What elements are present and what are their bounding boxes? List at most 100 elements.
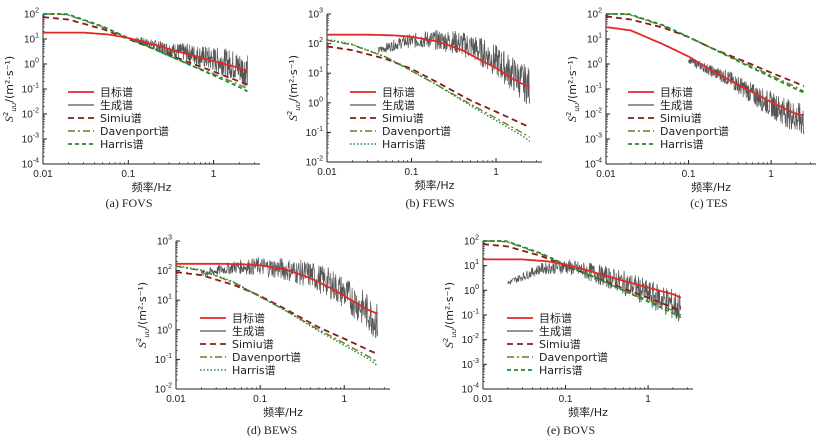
x-tick-label: 0.1	[559, 394, 573, 405]
y-tick-label: 10-1	[306, 126, 323, 139]
y-tick-label: 10-3	[462, 358, 479, 371]
y-tick-label: 103	[308, 8, 323, 21]
x-axis-label: 频率/Hz	[263, 405, 303, 419]
series-line-davenport	[606, 13, 805, 93]
legend-label: 目标谱	[232, 311, 265, 325]
legend-label: Simiu谱	[232, 337, 274, 351]
y-tick-label: 102	[587, 8, 602, 21]
y-tick-label: 101	[157, 294, 172, 307]
series-line-target	[605, 26, 805, 116]
series-line-generated	[134, 36, 248, 87]
series-line-target	[176, 262, 379, 315]
legend-label: Simiu谱	[539, 337, 581, 351]
y-tick-label: 10-3	[22, 133, 39, 146]
series-line-target	[483, 258, 682, 299]
y-tick-label: 103	[157, 235, 172, 248]
x-tick-label: 0.01	[33, 169, 53, 180]
x-axis-label: 频率/Hz	[132, 180, 172, 194]
x-tick-label: 0.01	[473, 394, 493, 405]
x-tick-label: 0.1	[253, 394, 267, 405]
caption-bovs: (e) BOVS	[546, 423, 596, 437]
series-line-harris	[43, 13, 248, 93]
series-line-davenport	[175, 265, 379, 363]
y-axis-label: S2uu/(m²·s⁻¹)	[286, 55, 302, 121]
legend-label: 目标谱	[660, 85, 693, 99]
legend-label: Davenport谱	[660, 124, 729, 138]
series-line-harris_dot	[175, 264, 379, 367]
y-tick-label: 101	[464, 259, 479, 272]
x-tick-label: 1	[341, 394, 347, 405]
caption-fovs: (a) FOVS	[105, 196, 153, 210]
series-line-generated	[688, 57, 805, 135]
y-tick-label: 102	[464, 235, 479, 248]
legend-label: Davenport谱	[100, 124, 169, 138]
y-tick-label: 102	[24, 8, 39, 21]
y-tick-label: 10-1	[462, 309, 479, 322]
series-line-davenport	[43, 13, 248, 90]
y-tick-label: 10-3	[585, 133, 602, 146]
x-tick-label: 1	[211, 169, 217, 180]
legend-label: Davenport谱	[382, 124, 451, 138]
legend-label: 目标谱	[382, 85, 415, 99]
legend-label: Simiu谱	[100, 111, 142, 125]
x-tick-label: 0.1	[121, 169, 135, 180]
series-line-simiu	[175, 271, 379, 356]
legend-label: Simiu谱	[382, 111, 424, 125]
legend-label: Harris谱	[100, 137, 144, 151]
legend-label: Harris谱	[660, 137, 704, 151]
y-tick-label: 10-2	[22, 108, 39, 121]
legend-label: Harris谱	[539, 363, 583, 377]
caption-tes: (c) TES	[690, 196, 728, 210]
legend-label: Harris谱	[232, 363, 276, 377]
y-tick-label: 100	[308, 96, 323, 109]
y-tick-label: 101	[587, 33, 602, 46]
y-tick-label: 10-2	[462, 333, 479, 346]
y-tick-label: 102	[308, 37, 323, 50]
x-tick-label: 0.01	[317, 167, 337, 178]
series-line-generated	[200, 256, 379, 338]
legend-label: 生成谱	[539, 324, 572, 338]
y-tick-label: 100	[587, 58, 602, 71]
series-line-simiu	[605, 15, 805, 88]
legend-label: 目标谱	[539, 311, 572, 325]
series-line-target	[327, 33, 531, 88]
legend-label: Davenport谱	[539, 350, 608, 364]
y-tick-label: 10-1	[22, 83, 39, 96]
caption-bews: (d) BEWS	[246, 423, 298, 437]
y-axis-label: S2uu/(m²·s⁻¹)	[135, 282, 151, 348]
y-axis-label: S2uu/(m²·s⁻¹)	[2, 56, 18, 122]
x-tick-label: 0.01	[596, 169, 616, 180]
y-tick-label: 100	[157, 323, 172, 336]
legend-label: 目标谱	[100, 85, 133, 99]
series-line-harris	[483, 240, 682, 319]
y-tick-label: 10-1	[155, 353, 172, 366]
caption-fews: (b) FEWS	[405, 196, 455, 210]
y-tick-label: 10-2	[585, 108, 602, 121]
legend-label: Harris谱	[382, 137, 426, 151]
x-tick-label: 0.01	[166, 394, 186, 405]
x-tick-label: 1	[493, 167, 499, 178]
legend-label: 生成谱	[232, 324, 265, 338]
x-tick-label: 0.1	[405, 167, 419, 178]
y-tick-label: 10-1	[585, 83, 602, 96]
series-line-simiu	[42, 16, 248, 86]
legend-label: 生成谱	[100, 98, 133, 112]
x-axis-label: 频率/Hz	[568, 405, 608, 419]
y-tick-label: 102	[157, 264, 172, 277]
y-tick-label: 100	[24, 58, 39, 71]
series-line-harris	[606, 13, 805, 94]
y-tick-label: 101	[308, 67, 323, 80]
series-line-davenport	[483, 240, 682, 316]
x-tick-label: 0.1	[682, 169, 696, 180]
series-line-simiu	[326, 45, 531, 129]
series-line-generated	[377, 29, 531, 105]
y-tick-label: 101	[24, 33, 39, 46]
legend-label: 生成谱	[382, 98, 415, 112]
x-tick-label: 1	[645, 394, 651, 405]
